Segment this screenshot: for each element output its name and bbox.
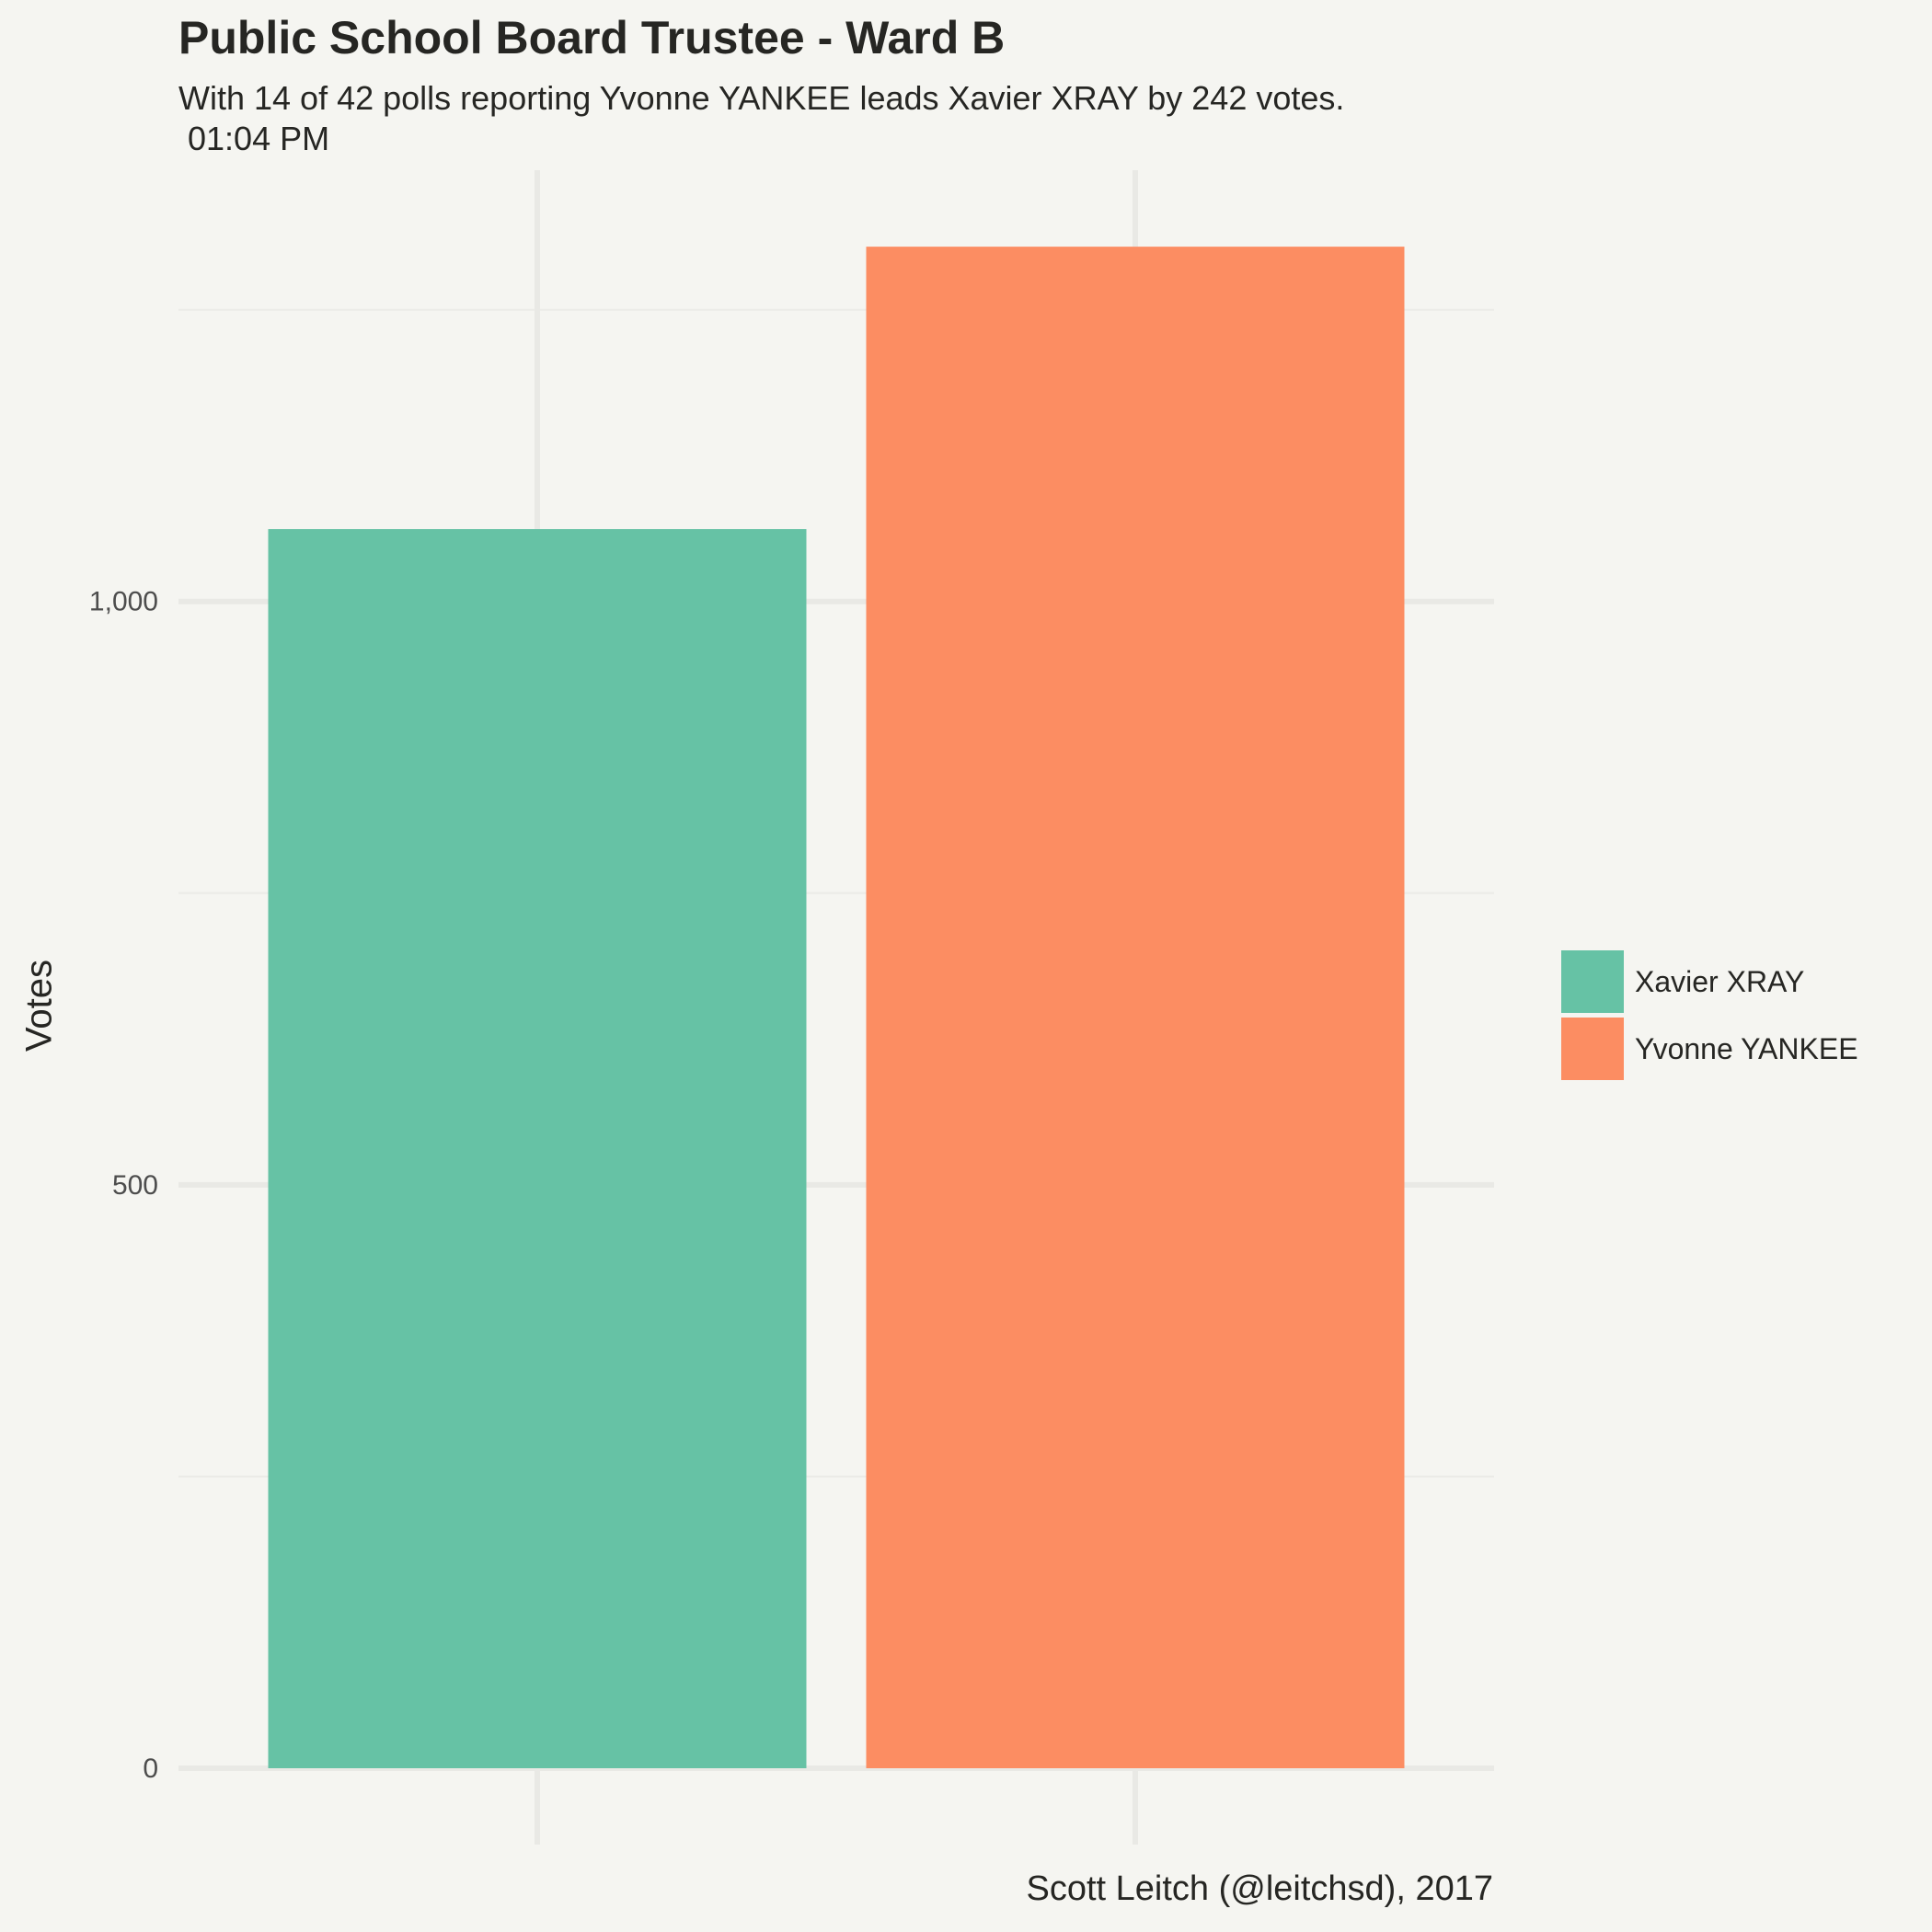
legend-key-xavier (1561, 950, 1624, 1013)
chart-subtitle-line-1: With 14 of 42 polls reporting Yvonne YAN… (178, 79, 1345, 117)
chart-caption: Scott Leitch (@leitchsd), 2017 (1026, 1869, 1494, 1908)
y-tick-label: 0 (143, 1754, 158, 1784)
y-tick-label: 500 (112, 1170, 158, 1201)
legend-item-xavier: Xavier XRAY (1561, 950, 1858, 1013)
legend-item-yvonne: Yvonne YANKEE (1561, 1018, 1858, 1080)
legend-key-yvonne (1561, 1018, 1624, 1080)
y-axis-label: Votes (18, 959, 60, 1052)
chart-subtitle-line-2: 01:04 PM (178, 120, 330, 157)
chart-title: Public School Board Trustee - Ward B (178, 12, 1006, 63)
legend: Xavier XRAY Yvonne YANKEE (1561, 950, 1858, 1085)
legend-label-yvonne: Yvonne YANKEE (1635, 1031, 1858, 1065)
bar-yvonne (866, 247, 1405, 1768)
legend-label-xavier: Xavier XRAY (1635, 964, 1805, 998)
bar-xavier (268, 529, 807, 1768)
y-tick-label: 1,000 (89, 587, 158, 617)
